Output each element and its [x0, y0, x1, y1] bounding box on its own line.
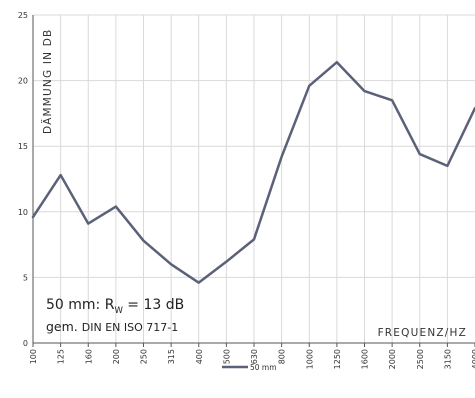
y-tick-label: 15: [18, 142, 28, 151]
y-axis-title: DÄMMUNG IN DB: [41, 29, 54, 134]
annotation-line-1: 50 mm: RW = 13 dB: [46, 297, 184, 316]
annotation-norm: DIN EN ISO 717-1: [82, 321, 178, 334]
x-tick-label: 125: [57, 349, 66, 364]
annotation-gem: gem.: [46, 319, 82, 334]
annotation-rw-subscript: W: [114, 306, 123, 316]
y-tick-label: 20: [18, 77, 28, 86]
y-tick-label: 0: [23, 339, 28, 348]
x-tick-label: 400: [195, 349, 204, 364]
x-tick-label: 100: [29, 349, 38, 364]
grid: [33, 14, 475, 343]
y-tick-label: 25: [18, 11, 28, 20]
legend-label: 50 mm: [250, 363, 277, 372]
x-tick-label: 1000: [305, 349, 314, 369]
y-tick-labels: 0 5 10 15 20 25: [18, 11, 28, 348]
y-tick-label: 5: [23, 273, 28, 282]
x-tick-label: 1600: [361, 349, 370, 369]
x-tick-label: 500: [222, 349, 231, 364]
x-tick-label: 160: [84, 349, 93, 364]
annotation-rw-prefix: 50 mm: R: [46, 297, 115, 313]
y-tick-label: 10: [18, 208, 28, 217]
axes: [32, 15, 475, 347]
x-tick-label: 2000: [388, 349, 397, 369]
x-tick-label: 800: [278, 349, 287, 364]
x-tick-label: 4000: [471, 349, 475, 369]
x-tick-label: 250: [140, 349, 149, 364]
legend: 50 mm: [222, 363, 277, 372]
x-tick-labels: 100 125 160 200 250 315 400 500 630 800 1000 1250 16…: [29, 349, 475, 369]
series-group: [31, 60, 475, 284]
x-tick-label: 315: [167, 349, 176, 364]
x-tick-label: 1250: [333, 349, 342, 369]
x-tick-label: 630: [250, 349, 259, 364]
annotation-rw-value: = 13 dB: [123, 297, 184, 313]
annotation-line-2: gem. DIN EN ISO 717-1: [46, 319, 178, 334]
x-tick-label: 2500: [416, 349, 425, 369]
x-tick-label: 3150: [443, 349, 452, 369]
x-axis-title: FREQUENZ/HZ: [378, 327, 467, 339]
x-tick-label: 200: [112, 349, 121, 364]
